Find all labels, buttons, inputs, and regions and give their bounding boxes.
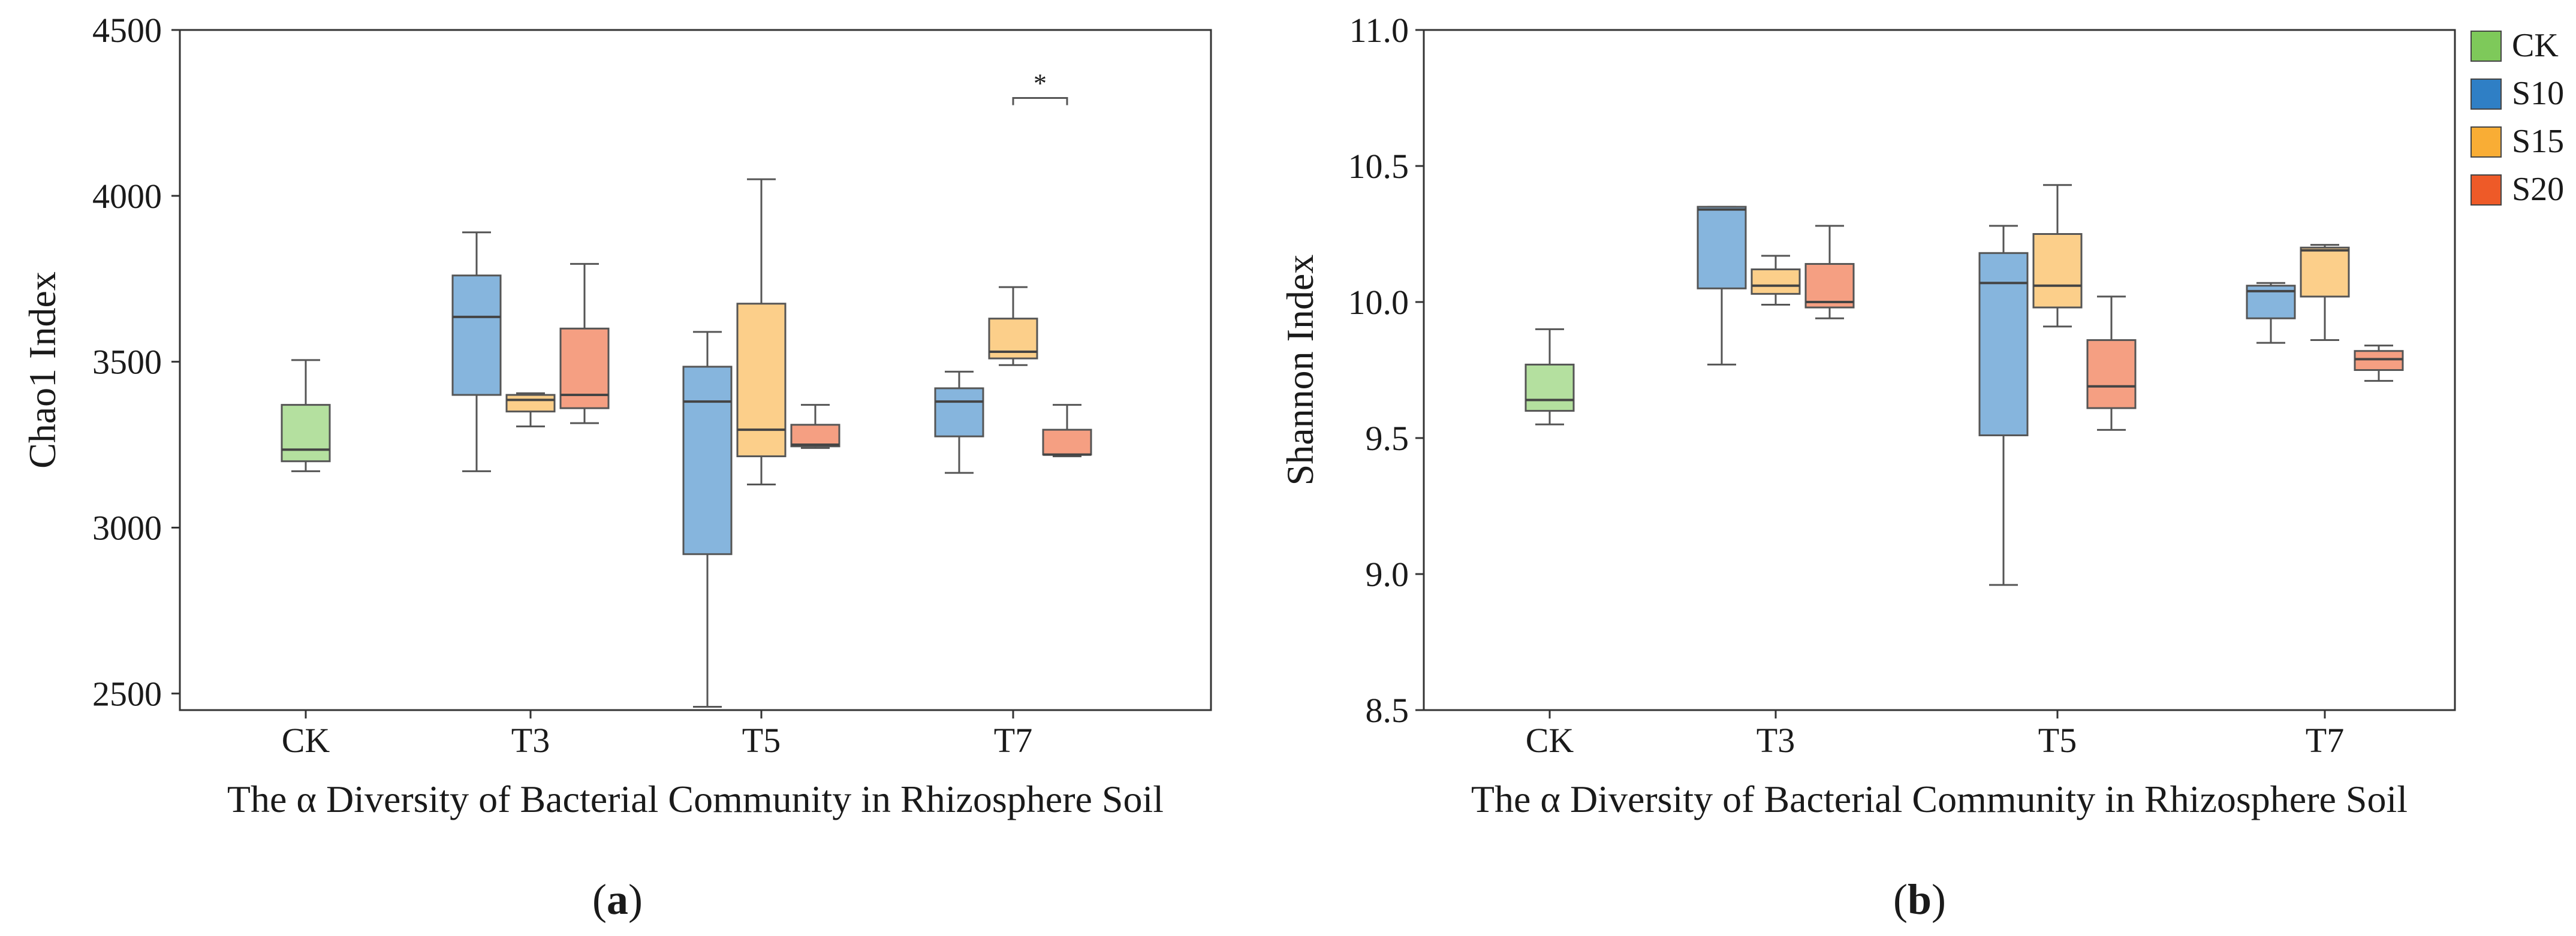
legend-label: CK (2512, 27, 2559, 64)
shannon-chart-panel: 8.5 9.0 9.5 10.0 10.5 11.0 CK T3 T5 T7 The α Div… (1279, 11, 2456, 923)
chao1-x-axis-title: The α Diversity of Bacterial Community i… (227, 778, 1164, 820)
x-tick-label-t7: T7 (2306, 721, 2344, 760)
legend-label: S20 (2512, 171, 2564, 208)
box-ck-ck (1524, 328, 1575, 425)
box-t7-s20 (1042, 404, 1092, 457)
box-iqr (2300, 246, 2350, 298)
chao1-plot-frame (179, 29, 1212, 711)
shannon-x-ticks: CK T3 T5 T7 (1526, 710, 2344, 760)
y-tick-label: 11.0 (1349, 11, 1409, 50)
y-tick-label: 9.5 (1366, 419, 1409, 458)
significance-bracket: * (1012, 69, 1068, 105)
box-iqr (559, 327, 610, 409)
box-ck-ck (281, 359, 331, 472)
shannon-y-axis-title: Shannon Index (1279, 255, 1321, 486)
box-t3-s20 (1804, 225, 1855, 319)
legend-item-ck: CK (2470, 27, 2559, 64)
panel-label-b-letter: b (1908, 875, 1932, 923)
box-t5-s20 (2086, 295, 2137, 431)
box-t5-s10 (1978, 225, 2029, 586)
y-tick-label: 3000 (92, 508, 162, 547)
legend-item-s15: S15 (2470, 123, 2564, 160)
legend-swatch (2470, 174, 2502, 206)
legend-swatch (2470, 126, 2502, 158)
panel-label-a: (a) (592, 875, 643, 923)
legend-label: S10 (2512, 75, 2564, 112)
box-iqr (2354, 350, 2404, 371)
box-t3-s15 (505, 392, 556, 428)
box-iqr (790, 424, 840, 448)
legend-item-s10: S10 (2470, 75, 2564, 112)
x-tick-label-t5: T5 (742, 721, 781, 760)
panel-label-a-open-paren: ( (592, 875, 607, 923)
chao1-y-ticks: 2500 3000 3500 4000 4500 (92, 11, 180, 713)
legend-item-s20: S20 (2470, 171, 2564, 208)
box-iqr (1524, 363, 1575, 412)
shannon-y-ticks: 8.5 9.0 9.5 10.0 10.5 11.0 (1348, 11, 1424, 730)
box-t3-s10 (1697, 206, 1747, 366)
box-iqr (2086, 339, 2137, 409)
box-t3-s20 (559, 262, 610, 424)
legend-swatch (2470, 31, 2502, 62)
significance-line (1012, 97, 1068, 105)
shannon-x-axis-title: The α Diversity of Bacterial Community i… (1471, 778, 2408, 820)
y-tick-label: 4500 (92, 11, 162, 50)
box-iqr (281, 404, 331, 463)
box-iqr (934, 387, 984, 437)
box-iqr (736, 303, 787, 457)
x-tick-label-t7: T7 (994, 721, 1032, 760)
box-t7-s10 (934, 370, 984, 474)
x-tick-label-t3: T3 (511, 721, 550, 760)
box-iqr (1804, 262, 1855, 309)
box-iqr (1978, 252, 2029, 436)
shannon-plot-frame (1423, 29, 2456, 711)
x-tick-label-t3: T3 (1756, 721, 1795, 760)
box-iqr (682, 366, 733, 555)
panel-label-b: (b) (1893, 875, 1946, 923)
box-iqr (1751, 268, 1801, 295)
x-tick-label-t5: T5 (2038, 721, 2077, 760)
chao1-boxes (281, 178, 1092, 708)
box-t5-s15 (736, 178, 787, 486)
chao1-chart-panel: 2500 3000 3500 4000 4500 * CK T3 T5 T7 The α Di… (21, 11, 1212, 923)
legend-label: S15 (2512, 123, 2564, 160)
panel-label-a-letter: a (607, 875, 628, 923)
box-t7-s10 (2246, 282, 2296, 344)
y-tick-label: 3500 (92, 343, 162, 382)
y-tick-label: 2500 (92, 674, 162, 713)
legend-swatch (2470, 78, 2502, 110)
box-iqr (1697, 206, 1747, 289)
box-t7-s20 (2354, 345, 2404, 382)
box-iqr (1042, 428, 1092, 456)
box-t5-s20 (790, 404, 840, 449)
panel-label-a-close-paren: ) (628, 875, 643, 923)
y-tick-label: 10.5 (1348, 147, 1409, 186)
chao1-y-axis-title: Chao1 Index (21, 271, 64, 469)
y-tick-label: 9.0 (1366, 555, 1409, 594)
box-iqr (505, 394, 556, 413)
box-t5-s10 (682, 331, 733, 708)
box-t5-s15 (2032, 184, 2083, 328)
y-tick-label: 10.0 (1348, 283, 1409, 322)
legend: CK S10 S15 S20 (2470, 27, 2564, 208)
y-tick-label: 8.5 (1366, 691, 1409, 730)
box-t7-s15 (2300, 244, 2350, 342)
box-iqr (451, 274, 502, 396)
y-tick-label: 4000 (92, 177, 162, 216)
chao1-x-ticks: CK T3 T5 T7 (282, 710, 1032, 760)
box-iqr (2032, 233, 2083, 309)
box-t7-s15 (988, 286, 1038, 366)
box-t3-s15 (1751, 255, 1801, 306)
chao1-significance: * (1012, 69, 1068, 105)
x-tick-label-ck: CK (282, 721, 330, 760)
shannon-boxes (1524, 184, 2404, 586)
x-tick-label-ck: CK (1526, 721, 1574, 760)
panel-label-b-open-paren: ( (1893, 875, 1908, 923)
box-t3-s10 (451, 231, 502, 472)
panel-label-b-close-paren: ) (1932, 875, 1946, 923)
significance-label: * (1034, 69, 1047, 98)
